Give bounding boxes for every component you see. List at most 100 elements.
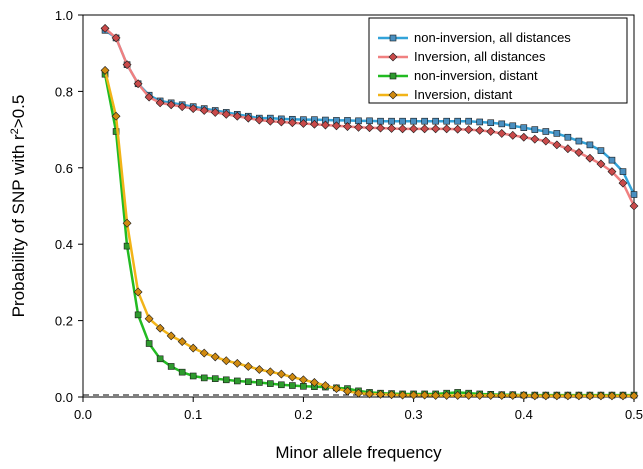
data-point [188, 104, 198, 114]
data-point [431, 124, 441, 134]
y-axis-title-sup: 2 [9, 128, 21, 134]
data-point [541, 136, 551, 146]
data-point [155, 98, 165, 108]
data-point [210, 352, 220, 362]
data-point [563, 391, 573, 401]
data-point [486, 391, 496, 400]
data-point [497, 128, 507, 138]
legend: non-inversion, all distances Inversion, a… [368, 17, 628, 104]
data-point [199, 106, 209, 115]
data-point [122, 60, 132, 70]
x-tick-label: 0.3 [405, 407, 423, 422]
data-point [343, 122, 352, 131]
data-point [199, 348, 209, 358]
data-point [276, 369, 286, 379]
data-point [365, 389, 374, 399]
data-point [354, 122, 363, 132]
x-tick-label: 0.0 [74, 407, 92, 422]
legend-item: non-inversion, all distances [378, 30, 571, 45]
data-point [366, 117, 373, 125]
data-point [629, 391, 639, 401]
data-point [243, 362, 253, 371]
data-point [431, 391, 441, 400]
data-point [232, 111, 242, 121]
data-point [133, 79, 143, 89]
data-point [222, 376, 230, 384]
data-point [232, 358, 242, 368]
data-point [100, 23, 110, 33]
axes: 0.0 0.1 0.2 0.3 0.4 0.5 0.0 0.2 0.4 0.6 0.8 1.0 [55, 8, 643, 422]
legend-label: non-inversion, distant [414, 68, 538, 83]
legend-box [368, 17, 628, 104]
data-point [387, 124, 396, 133]
data-point [100, 65, 110, 75]
data-point [475, 391, 485, 400]
data-point [111, 111, 121, 121]
data-point [256, 379, 263, 386]
data-point [365, 123, 374, 133]
data-point [443, 117, 450, 125]
data-point [585, 153, 595, 163]
data-point [245, 378, 252, 386]
data-point [298, 375, 308, 385]
x-tick-label: 0.1 [184, 407, 202, 422]
y-tick-label: 0.0 [55, 390, 73, 405]
data-point [608, 156, 616, 164]
data-point [420, 124, 430, 134]
data-point [200, 374, 208, 382]
data-point [508, 130, 518, 140]
data-point [596, 159, 606, 169]
data-point [498, 120, 506, 128]
data-point [254, 365, 264, 374]
x-tick-label: 0.5 [625, 407, 643, 422]
data-point [388, 117, 395, 125]
data-point [509, 122, 517, 130]
data-point [564, 133, 572, 141]
data-point [542, 128, 550, 135]
data-point [476, 118, 484, 126]
data-point [111, 33, 121, 43]
data-point [464, 391, 474, 400]
data-point [221, 109, 231, 119]
data-point [574, 148, 584, 157]
legend-marker [389, 72, 397, 80]
data-point [465, 117, 473, 125]
data-point [607, 167, 617, 177]
data-point [343, 386, 352, 396]
data-point [519, 132, 529, 142]
data-point [399, 117, 406, 125]
data-point [188, 343, 198, 353]
data-point [453, 124, 463, 134]
series-1 [100, 23, 639, 211]
data-point [122, 218, 132, 228]
data-point [321, 381, 330, 390]
data-point [597, 147, 605, 154]
data-point [530, 134, 540, 144]
data-point [618, 178, 628, 188]
data-point [475, 125, 485, 135]
data-point [243, 113, 253, 123]
legend-marker [389, 34, 397, 42]
legend-marker [388, 90, 398, 100]
data-point [155, 323, 165, 333]
y-axis-title-suffix: >0.5 [9, 95, 28, 129]
data-point [210, 107, 220, 117]
data-point [134, 311, 142, 319]
data-point [354, 388, 363, 398]
data-point [377, 117, 384, 125]
y-tick-label: 0.6 [55, 161, 73, 176]
y-axis-title: Probability of SNP with r2>0.5 [9, 95, 28, 318]
data-point [178, 368, 186, 376]
data-point [332, 384, 341, 394]
data-point [607, 391, 617, 401]
data-point [420, 390, 430, 400]
y-tick-label: 0.8 [55, 84, 73, 99]
data-point [265, 367, 275, 377]
data-point [629, 201, 639, 211]
legend-marker [388, 52, 398, 62]
data-point [287, 118, 297, 128]
y-tick-label: 0.2 [55, 314, 73, 329]
data-point [410, 117, 417, 125]
data-point [177, 337, 187, 347]
